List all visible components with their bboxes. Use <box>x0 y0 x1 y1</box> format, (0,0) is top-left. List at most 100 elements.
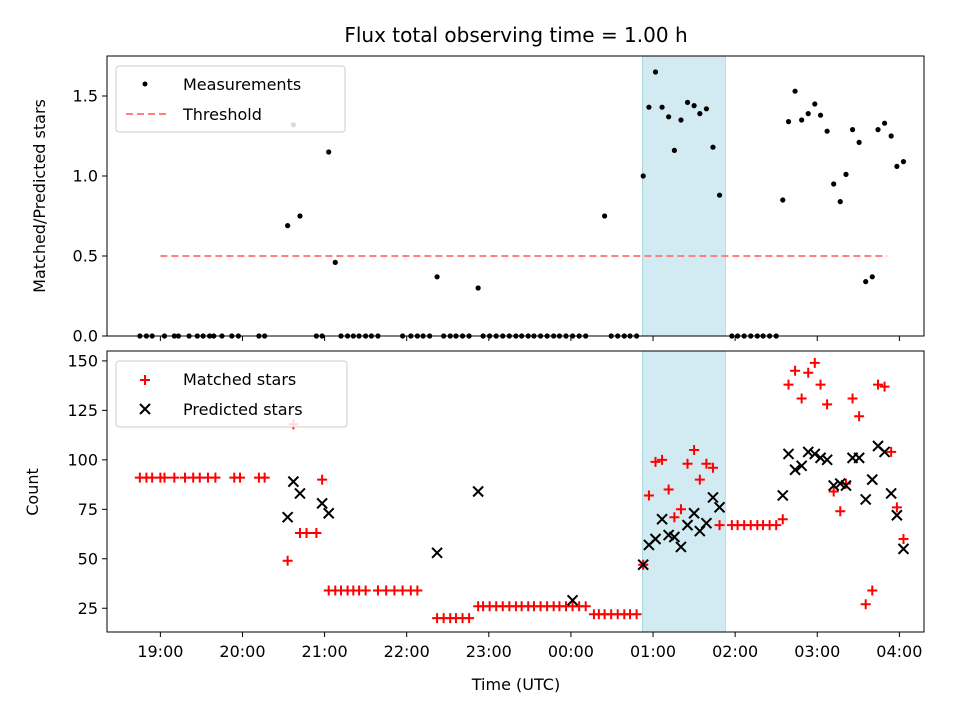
top-highlight-span <box>642 55 726 337</box>
matched-star-point <box>580 601 591 612</box>
predicted-star-point <box>878 446 891 458</box>
measurement-point <box>716 192 723 198</box>
predicted-star-point <box>897 543 910 555</box>
matched-star-point <box>631 609 642 620</box>
bottom-y-tick-label: 25 <box>78 599 98 618</box>
legend-predicted-marker <box>139 403 151 415</box>
measurement-point <box>863 279 869 285</box>
predicted-star-point <box>853 452 865 464</box>
bottom-panel-frame <box>106 350 925 633</box>
measurement-point <box>703 106 710 112</box>
measurement-point <box>659 104 665 110</box>
predicted-star-point <box>637 559 649 571</box>
x-axis-label: Time (UTC) <box>471 675 560 694</box>
measurement-point <box>817 112 824 118</box>
predicted-star-point <box>859 493 872 506</box>
predicted-stars-layer <box>281 440 910 607</box>
legend-matched-label: Matched stars <box>183 370 296 389</box>
matched-star-point <box>412 585 423 596</box>
predicted-star-point <box>840 479 852 492</box>
predicted-star-point <box>713 501 726 514</box>
predicted-star-point <box>472 485 484 498</box>
predicted-star-point <box>707 491 719 504</box>
x-tick-label: 19:00 <box>137 642 183 661</box>
predicted-star-point <box>782 448 795 460</box>
matched-star-point <box>694 474 705 485</box>
measurement-point <box>691 103 697 109</box>
predicted-star-point <box>795 460 808 472</box>
measurement-point <box>326 149 332 155</box>
predicted-star-point <box>675 541 687 553</box>
matched-star-point <box>790 365 801 376</box>
bottom-y-tick-label: 75 <box>78 500 98 519</box>
matched-star-point <box>873 379 884 390</box>
top-y-ticks: 0.0 0.5 1.0 1.5 <box>73 87 107 346</box>
matched-star-point <box>657 454 668 465</box>
measurement-point <box>697 111 703 117</box>
measurement-point <box>434 274 440 280</box>
measurement-point <box>843 171 849 177</box>
predicted-star-point <box>777 489 789 502</box>
matched-star-point <box>669 512 680 523</box>
predicted-star-point <box>814 452 827 464</box>
measurement-point <box>881 120 888 126</box>
matched-star-point <box>854 411 865 422</box>
bottom-x-ticks: 19:00 20:00 21:00 22:00 23:00 00:00 01:00 02:00… <box>137 632 922 661</box>
top-panel: 0.0 0.5 1.0 1.5 Matched/Predicted stars Mea… <box>30 55 925 346</box>
matched-star-point <box>701 458 712 469</box>
matched-star-point <box>783 379 794 390</box>
x-tick-label: 00:00 <box>548 642 594 661</box>
bottom-y-axis-label: Count <box>23 468 42 516</box>
matched-star-point <box>891 502 902 513</box>
x-tick-label: 20:00 <box>219 642 265 661</box>
matched-star-point <box>282 555 293 566</box>
matched-star-point <box>835 506 846 517</box>
matched-star-point <box>311 528 322 539</box>
predicted-star-point <box>287 475 300 488</box>
top-panel-frame <box>106 55 925 337</box>
bottom-highlight-span <box>642 350 726 633</box>
measurement-point <box>640 173 646 179</box>
predicted-star-point <box>885 487 897 500</box>
bottom-highlight-span-layer <box>642 350 726 633</box>
legend-predicted-label: Predicted stars <box>183 400 303 419</box>
matched-star-point <box>301 528 312 539</box>
measurement-point <box>849 127 856 133</box>
bottom-y-ticks: 25 50 75 100 125 150 <box>67 351 107 618</box>
matched-star-point <box>771 520 782 531</box>
predicted-star-point <box>681 519 694 531</box>
matched-star-point <box>259 472 270 483</box>
measurement-point <box>780 197 786 203</box>
top-legend: Measurements Threshold <box>115 65 346 133</box>
top-highlight-span-layer <box>642 55 726 337</box>
predicted-star-point <box>891 509 903 521</box>
measurement-point <box>831 181 837 187</box>
predicted-star-point <box>322 507 335 519</box>
matched-star-point <box>210 472 221 483</box>
measurement-point <box>601 213 608 219</box>
measurement-point <box>869 274 875 280</box>
measurement-point <box>900 159 907 165</box>
matched-star-point <box>777 514 788 525</box>
measurement-point <box>652 69 659 75</box>
matched-star-point <box>822 399 833 410</box>
matched-star-point <box>169 472 180 483</box>
matched-star-point <box>714 520 725 531</box>
matched-star-point <box>360 585 371 596</box>
measurement-point <box>332 259 338 265</box>
matched-star-point <box>867 585 878 596</box>
predicted-star-point <box>821 454 833 466</box>
matched-star-point <box>796 393 807 404</box>
measurement-point <box>297 213 303 219</box>
measurement-point <box>799 117 805 123</box>
predicted-star-point <box>789 464 801 476</box>
x-tick-label: 23:00 <box>466 642 512 661</box>
predicted-star-point <box>866 473 878 486</box>
x-tick-label: 22:00 <box>384 642 430 661</box>
matched-star-point <box>663 484 674 495</box>
matched-star-point <box>159 472 170 483</box>
measurement-point <box>666 114 672 120</box>
matched-star-point <box>675 504 686 515</box>
top-x-ticks <box>159 336 900 341</box>
